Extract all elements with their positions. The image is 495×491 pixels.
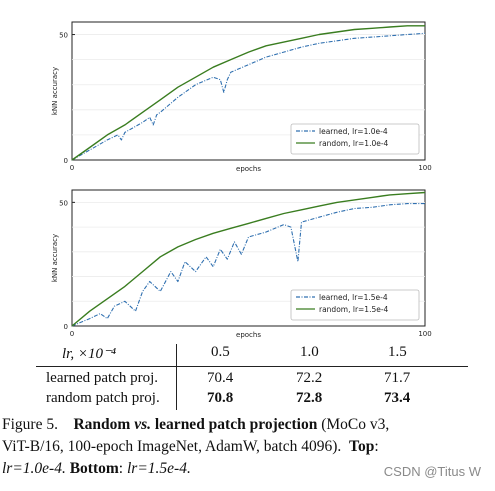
caption-bottom-label: Bottom xyxy=(69,460,119,477)
caption-bottom-text: lr=1.5e-4. xyxy=(126,460,191,477)
caption-title-b: learned patch projection xyxy=(154,416,318,433)
table-column-rule xyxy=(176,344,177,410)
table-row-random-val-1: 70.8 xyxy=(207,390,234,406)
chart1-plot-frame xyxy=(71,21,426,161)
chart2-x-tick-label: 100 xyxy=(418,330,431,338)
chart1-series-learned-line xyxy=(71,32,426,161)
table-row-learned-val-3: 71.7 xyxy=(384,370,411,386)
chart2-y-tick-label: 50 xyxy=(59,199,68,207)
chart2-legend-label: random, lr=1.5e-4 xyxy=(319,305,389,314)
caption-title-a: Random xyxy=(73,416,131,433)
chart2-series-random-line xyxy=(71,191,426,327)
table-row-learned-val-1: 70.4 xyxy=(207,370,234,386)
chart1-legend-label: learned, lr=1.0e-4 xyxy=(319,127,388,136)
table-header-rule xyxy=(36,366,468,367)
caption-top-label: Top xyxy=(349,438,375,455)
table-header-col-1: 0.5 xyxy=(211,344,230,360)
table-row-random-val-3: 73.4 xyxy=(384,390,411,406)
chart1-x-tick-label: 100 xyxy=(418,164,431,172)
chart2-x-tick-label: 0 xyxy=(70,330,74,338)
table-header-lr: lr, ×10⁻⁴ xyxy=(62,346,117,362)
chart1-x-axis-label: epochs xyxy=(236,165,261,173)
chart1-legend-label: random, lr=1.0e-4 xyxy=(319,139,389,148)
table-header-col-3: 1.5 xyxy=(388,344,407,360)
chart1-y-tick-label: 50 xyxy=(59,32,68,40)
table-row-learned-label: learned patch proj. xyxy=(46,370,159,386)
results-table: lr, ×10⁻⁴ 0.5 1.0 1.5 learned patch proj… xyxy=(0,344,495,412)
chart2-x-axis-label: epochs xyxy=(236,331,261,339)
chart2-legend-box xyxy=(290,289,420,321)
chart1-legend-box xyxy=(290,123,420,155)
chart1-series-random-line xyxy=(71,25,425,161)
figure-caption: Figure 5. Random vs. learned patch proje… xyxy=(2,414,490,480)
table-row-learned-val-2: 72.2 xyxy=(296,370,323,386)
figure-plots: 0 50 0 100 epochs kNN accuracy learned, lr=1.0… xyxy=(51,21,432,339)
chart1-y-tick-label: 0 xyxy=(64,157,68,165)
caption-line2-text: ViT-B/16, 100-epoch ImageNet, AdamW, bat… xyxy=(2,438,342,455)
chart2-y-axis-label: kNN accuracy xyxy=(51,234,59,282)
caption-line-3: lr=1.0e-4. Bottom: lr=1.5e-4. xyxy=(2,460,191,477)
caption-top-text: lr=1.0e-4. xyxy=(2,460,66,477)
chart1-x-tick-label: 0 xyxy=(70,164,74,172)
chart2-plot-frame xyxy=(71,189,426,327)
caption-figure-label: Figure 5. xyxy=(2,416,58,433)
chart2-legend-label: learned, lr=1.5e-4 xyxy=(319,293,388,302)
caption-line-1: Figure 5. Random vs. learned patch proje… xyxy=(2,414,490,436)
caption-line1-rest: (MoCo v3, xyxy=(321,416,390,433)
watermark: CSDN @Titus W xyxy=(383,464,481,479)
caption-title-vs: vs. xyxy=(134,416,151,433)
chart2-y-tick-label: 0 xyxy=(64,323,68,331)
table-row-random-val-2: 72.8 xyxy=(296,390,323,406)
chart2-series-learned-line xyxy=(71,203,425,327)
chart1-y-axis-label: kNN accuracy xyxy=(51,67,59,115)
table-row-random-label: random patch proj. xyxy=(46,390,160,406)
caption-line-2: ViT-B/16, 100-epoch ImageNet, AdamW, bat… xyxy=(2,438,379,455)
table-header-col-2: 1.0 xyxy=(300,344,319,360)
